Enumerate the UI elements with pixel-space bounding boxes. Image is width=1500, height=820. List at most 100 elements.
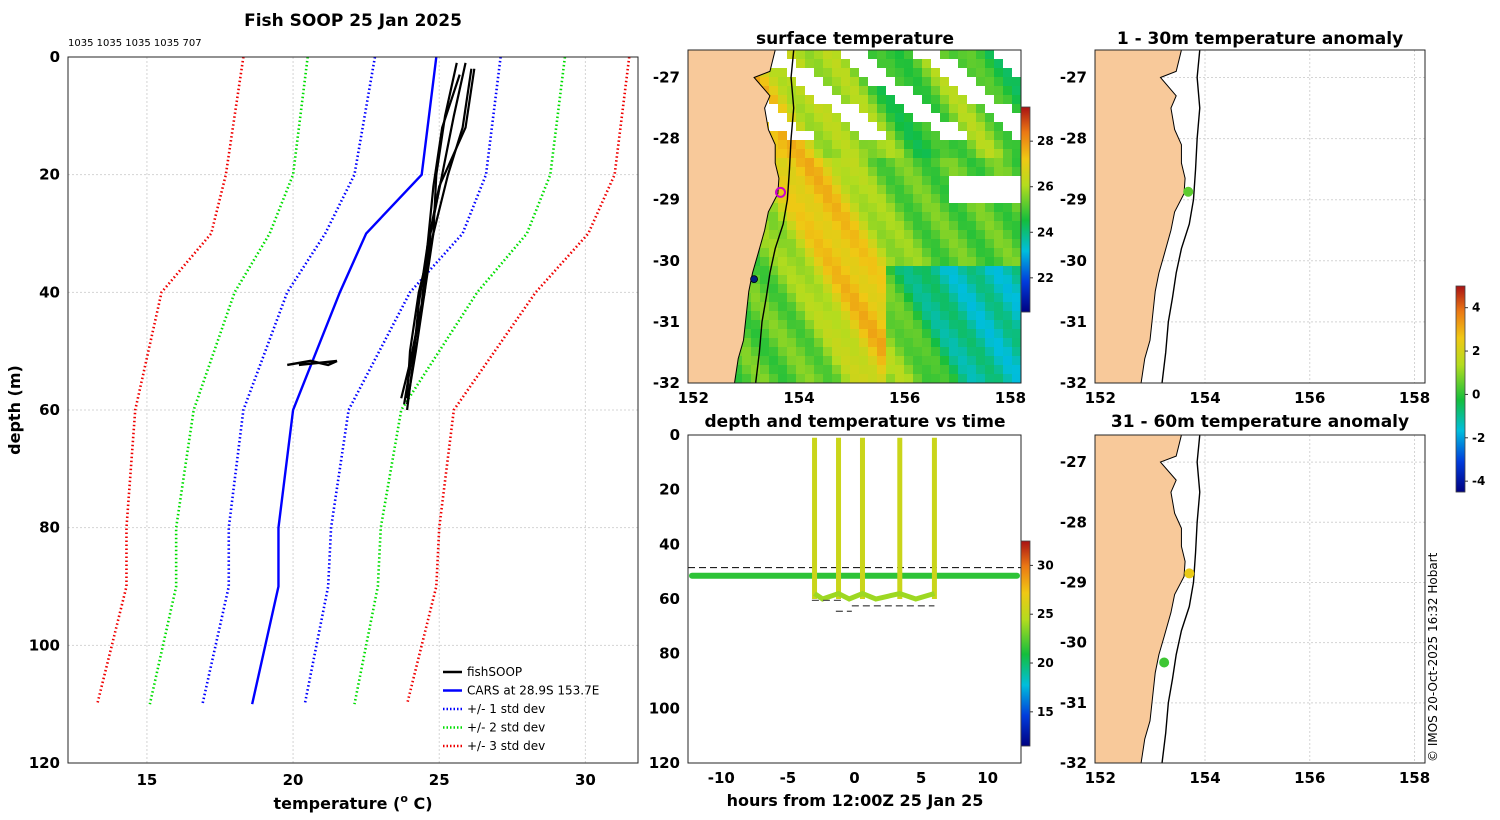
sst-pixel: [868, 347, 877, 356]
sst-pixel: [994, 86, 1003, 95]
sst-pixel: [832, 239, 841, 248]
sst-pixel: [832, 293, 841, 302]
sst-pixel: [850, 158, 859, 167]
sst-pixel: [868, 302, 877, 311]
colorbar-band: [1021, 256, 1030, 258]
sst-pixel: [859, 122, 868, 131]
sst-pixel: [823, 122, 832, 131]
sst-pixel: [832, 230, 841, 239]
sst-pixel: [985, 302, 994, 311]
sst-pixel: [922, 194, 931, 203]
sst-pixel: [931, 320, 940, 329]
colorbar-band: [1021, 662, 1030, 664]
colorbar-band: [1456, 369, 1465, 371]
colorbar-band: [1021, 112, 1030, 114]
colorbar-band: [1456, 414, 1465, 416]
colorbar-frame: [1020, 106, 1031, 313]
sst-pixel: [913, 320, 922, 329]
colorbar-band: [1021, 180, 1030, 182]
sst-pixel: [940, 104, 949, 113]
sst-pixel: [742, 347, 751, 356]
sst-pixel: [949, 59, 958, 68]
sst-pixel: [814, 131, 823, 140]
sst-pixel: [967, 140, 976, 149]
sst-pixel: [751, 302, 760, 311]
sst-pixel: [994, 167, 1003, 176]
sst-pixel: [949, 203, 958, 212]
sst-pixel: [832, 338, 841, 347]
sst-pixel: [904, 50, 913, 59]
sst-pixel: [895, 239, 904, 248]
sst-pixel: [976, 293, 985, 302]
colorbar-band: [1021, 643, 1030, 645]
sst-pixel: [904, 257, 913, 266]
sst-pixel: [1012, 131, 1021, 140]
colorbar-band: [1456, 461, 1465, 463]
sst-pixel: [895, 257, 904, 266]
sst-pixel: [859, 95, 868, 104]
sst-pixel: [814, 140, 823, 149]
colorbar-band: [1021, 576, 1030, 578]
sst-pixel: [958, 176, 967, 185]
colorbar-band: [1021, 207, 1030, 209]
legend-label: +/- 2 std dev: [467, 721, 545, 735]
colorbar-band: [1021, 130, 1030, 132]
sst-pixel: [895, 59, 904, 68]
sst-pixel: [823, 239, 832, 248]
lat-tick-label: -30: [1060, 634, 1087, 652]
sst-pixel: [805, 284, 814, 293]
sst-pixel: [832, 212, 841, 221]
colorbar-band: [1021, 179, 1030, 181]
depth-time-title: depth and temperature vs time: [705, 412, 1006, 432]
colorbar-band: [1456, 307, 1465, 309]
sst-pixel: [1003, 338, 1012, 347]
sst-pixel: [859, 77, 868, 86]
sst-pixel: [841, 284, 850, 293]
colorbar-band: [1456, 438, 1465, 440]
sst-pixel: [823, 284, 832, 293]
sst-pixel: [922, 356, 931, 365]
sst-pixel: [895, 95, 904, 104]
colorbar-band: [1456, 324, 1465, 326]
sst-pixel: [769, 59, 778, 68]
sst-pixel: [769, 257, 778, 266]
sst-pixel: [841, 68, 850, 77]
sst-pixel: [832, 248, 841, 257]
colorbar-band: [1021, 557, 1030, 559]
colorbar-band: [1456, 428, 1465, 430]
sst-pixel: [958, 50, 967, 59]
colorbar-band: [1021, 308, 1030, 310]
sst-pixel: [976, 167, 985, 176]
sst-pixel: [985, 230, 994, 239]
sst-pixel: [1012, 122, 1021, 131]
colorbar-band: [1021, 257, 1030, 259]
colorbar-band: [1456, 446, 1465, 448]
sst-pixel: [787, 50, 796, 59]
sst-pixel: [922, 347, 931, 356]
sst-pixel: [850, 113, 859, 122]
colorbar-band: [1456, 411, 1465, 413]
sst-pixel: [967, 248, 976, 257]
sst-pixel: [778, 257, 787, 266]
sst-pixel: [814, 311, 823, 320]
y-tick-label: 0: [50, 48, 60, 66]
sst-pixel: [994, 248, 1003, 257]
sst-pixel: [976, 68, 985, 77]
lon-tick-label: 158: [995, 389, 1026, 407]
sst-pixel: [796, 311, 805, 320]
sst-pixel: [985, 140, 994, 149]
sst-pixel: [922, 257, 931, 266]
colorbar-band: [1456, 456, 1465, 458]
colorbar-band: [1021, 284, 1030, 286]
sst-pixel: [832, 104, 841, 113]
sst-pixel: [967, 284, 976, 293]
sst-pixel: [814, 320, 823, 329]
sst-pixel: [859, 311, 868, 320]
sst-pixel: [886, 140, 895, 149]
sst-pixel: [778, 302, 787, 311]
sst-pixel: [994, 212, 1003, 221]
sst-pixel: [886, 338, 895, 347]
colorbar-band: [1021, 618, 1030, 620]
colorbar-band: [1021, 210, 1030, 212]
colorbar-band: [1021, 723, 1030, 725]
